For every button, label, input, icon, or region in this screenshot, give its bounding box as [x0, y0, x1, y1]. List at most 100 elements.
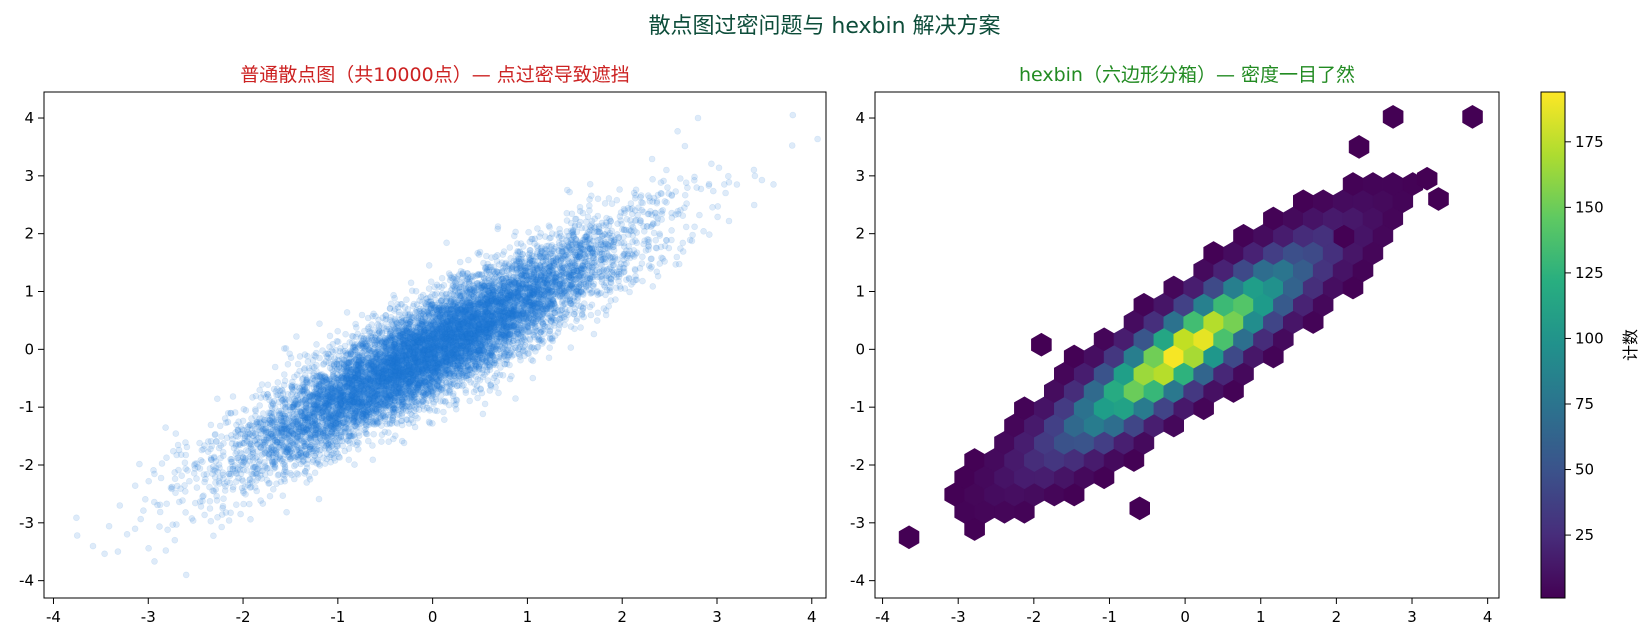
scatter-point [206, 505, 214, 512]
scatter-point [543, 305, 550, 313]
scatter-point [233, 478, 240, 485]
scatter-point [199, 493, 206, 500]
scatter-point [214, 395, 221, 403]
scatter-point [470, 388, 478, 396]
scatter-point [405, 352, 413, 359]
scatter-point [303, 451, 310, 458]
scatter-point [163, 454, 170, 462]
scatter-point [332, 408, 339, 416]
scatter-point [281, 459, 288, 466]
scatter-point [434, 365, 441, 372]
scatter-point [172, 430, 180, 437]
scatter-point [370, 430, 378, 438]
scatter-point [442, 378, 450, 386]
scatter-point [419, 356, 426, 363]
scatter-point [431, 407, 439, 414]
scatter-point [299, 458, 307, 466]
scatter-point [425, 285, 433, 292]
scatter-point [425, 371, 433, 379]
scatter-point [472, 373, 480, 380]
scatter-point [682, 223, 690, 231]
scatter-point [725, 217, 733, 225]
scatter-point [362, 416, 370, 423]
scatter-point [482, 275, 490, 283]
scatter-point [266, 492, 274, 500]
scatter-point [444, 303, 452, 311]
scatter-point [142, 495, 149, 503]
scatter-point [387, 394, 395, 401]
scatter-point [653, 268, 661, 276]
scatter-point [664, 184, 671, 191]
scatter-point [570, 275, 578, 283]
scatter-point [423, 355, 431, 363]
scatter-point [522, 298, 530, 306]
scatter-point [487, 297, 495, 305]
scatter-point [326, 412, 334, 419]
scatter-point [530, 317, 537, 324]
scatter-point [451, 287, 459, 295]
scatter-point [409, 350, 417, 357]
scatter-point [240, 500, 247, 508]
scatter-point [691, 223, 698, 231]
scatter-point [267, 425, 275, 433]
scatter-point [364, 314, 372, 322]
scatter-point [427, 298, 435, 306]
scatter-point [545, 315, 552, 322]
scatter-point [385, 402, 393, 410]
scatter-point [256, 386, 264, 394]
scatter-point [462, 389, 470, 397]
scatter-point [452, 364, 460, 372]
scatter-point [650, 229, 658, 237]
scatter-point [546, 344, 554, 352]
scatter-point [357, 382, 365, 390]
scatter-point [480, 274, 488, 282]
scatter-point [368, 355, 376, 363]
scatter-point [576, 203, 584, 211]
scatter-point [546, 268, 553, 275]
scatter-point [349, 377, 357, 385]
scatter-point [337, 419, 345, 427]
scatter-point [523, 295, 530, 303]
scatter-point [407, 325, 415, 333]
scatter-point [462, 386, 470, 394]
scatter-point [282, 345, 290, 352]
scatter-point [365, 359, 373, 367]
scatter-point [594, 309, 602, 317]
scatter-point [709, 187, 717, 195]
scatter-point [530, 273, 537, 281]
scatter-point [471, 380, 478, 388]
scatter-point [580, 265, 587, 273]
scatter-point [131, 482, 139, 490]
scatter-point [364, 394, 371, 402]
scatter-point [332, 430, 339, 437]
scatter-point [594, 212, 602, 220]
scatter-point [359, 340, 367, 348]
scatter-point [649, 176, 656, 183]
scatter-point [391, 349, 399, 356]
scatter-point [225, 517, 233, 524]
scatter-point [324, 425, 332, 433]
scatter-point [329, 397, 337, 405]
scatter-points [73, 111, 821, 579]
scatter-point [433, 377, 441, 385]
scatter-point [413, 385, 420, 392]
scatter-point [280, 395, 287, 403]
scatter-point [750, 166, 758, 174]
scatter-point [368, 321, 376, 328]
scatter-point [567, 323, 575, 330]
scatter-point [465, 256, 472, 264]
scatter-point [581, 265, 589, 273]
scatter-point [522, 296, 529, 304]
scatter-point [456, 337, 463, 345]
scatter-point [377, 363, 384, 371]
scatter-point [328, 386, 336, 393]
scatter-point [473, 316, 481, 324]
scatter-point [523, 285, 530, 292]
scatter-point [658, 208, 665, 215]
scatter-point [387, 328, 395, 336]
scatter-point [462, 330, 470, 338]
scatter-point [489, 302, 497, 309]
scatter-point [490, 315, 498, 322]
scatter-point [326, 332, 334, 340]
